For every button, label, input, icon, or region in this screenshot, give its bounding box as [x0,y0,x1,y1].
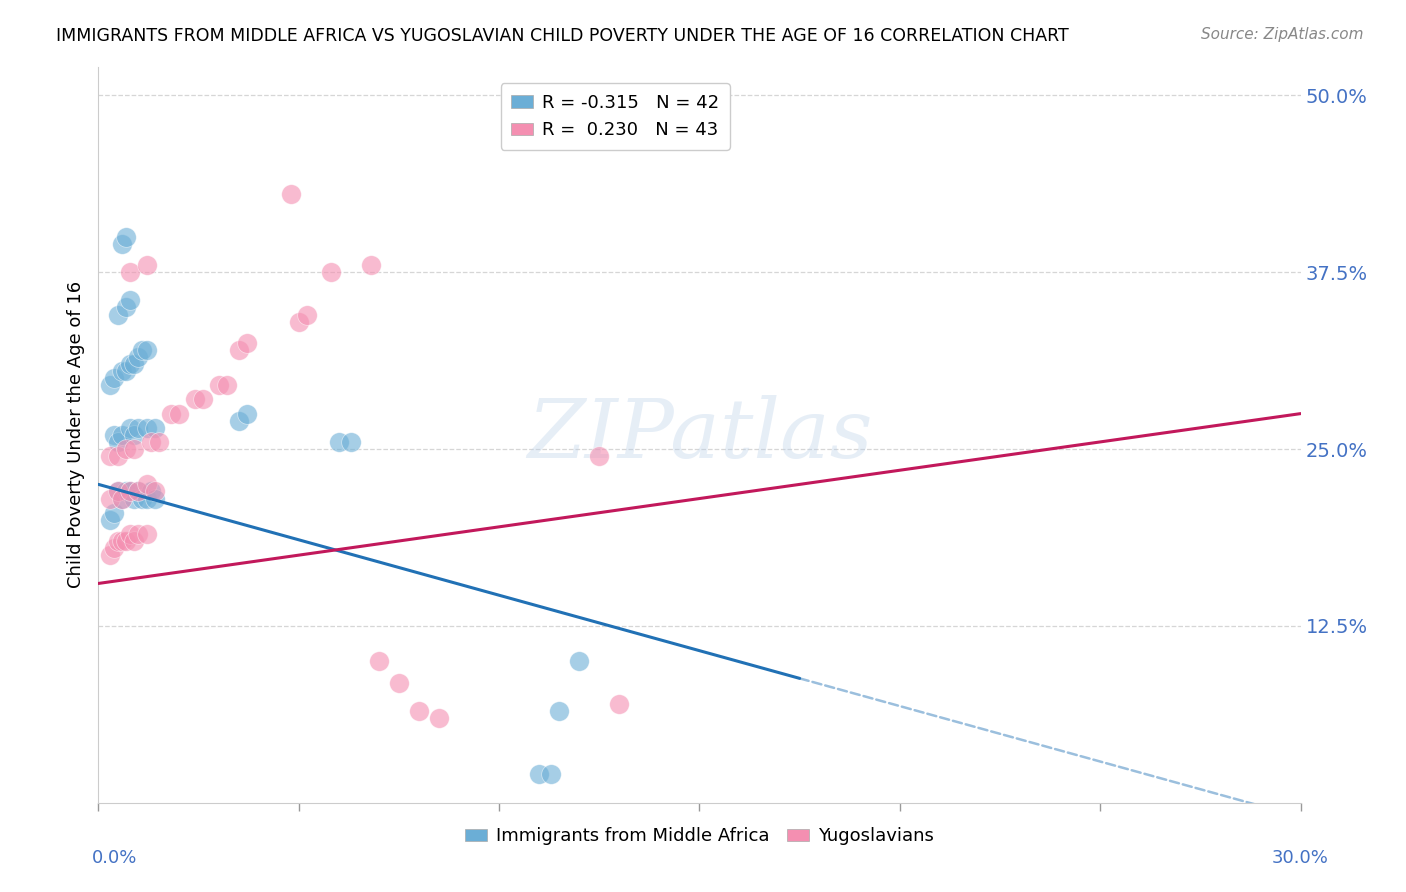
Point [143,491,166,506]
Point [139,434,162,449]
Point [115,484,138,499]
Point [228,414,250,428]
Point [208,378,231,392]
Point [115,229,138,244]
Point [388,675,411,690]
Point [111,491,134,506]
Point [588,449,610,463]
Point [135,527,157,541]
Point [131,491,153,506]
Text: IMMIGRANTS FROM MIDDLE AFRICA VS YUGOSLAVIAN CHILD POVERTY UNDER THE AGE OF 16 C: IMMIGRANTS FROM MIDDLE AFRICA VS YUGOSLA… [56,27,1069,45]
Point [124,533,146,548]
Point [368,654,391,668]
Text: 0.0%: 0.0% [91,849,136,867]
Point [111,236,134,251]
Point [235,407,257,421]
Text: Source: ZipAtlas.com: Source: ZipAtlas.com [1201,27,1364,42]
Point [540,767,562,781]
Point [120,421,142,435]
Point [103,427,125,442]
Point [167,407,190,421]
Point [100,513,122,527]
Point [120,527,142,541]
Point [128,421,150,435]
Point [235,335,257,350]
Point [124,491,146,506]
Point [103,371,125,385]
Point [529,767,551,781]
Point [135,477,157,491]
Text: 30.0%: 30.0% [1272,849,1329,867]
Point [115,533,138,548]
Point [120,484,142,499]
Point [548,704,571,718]
Point [288,315,311,329]
Text: ZIPatlas: ZIPatlas [527,395,872,475]
Point [609,697,631,711]
Point [319,265,342,279]
Point [111,533,134,548]
Point [228,343,250,357]
Point [135,491,157,506]
Point [100,491,122,506]
Point [107,484,129,499]
Point [115,442,138,456]
Point [120,357,142,371]
Point [128,527,150,541]
Point [328,434,350,449]
Point [100,378,122,392]
Point [111,427,134,442]
Point [111,364,134,378]
Point [107,533,129,548]
Point [103,506,125,520]
Point [568,654,591,668]
Point [120,484,142,499]
Point [215,378,238,392]
Point [128,484,150,499]
Point [124,427,146,442]
Point [107,449,129,463]
Point [295,308,318,322]
Point [111,491,134,506]
Point [100,548,122,562]
Point [100,449,122,463]
Point [107,484,129,499]
Legend: Immigrants from Middle Africa, Yugoslavians: Immigrants from Middle Africa, Yugoslavi… [458,821,941,853]
Point [159,407,181,421]
Point [107,308,129,322]
Point [191,392,214,407]
Point [120,265,142,279]
Point [135,421,157,435]
Point [183,392,205,407]
Point [139,484,162,499]
Point [124,357,146,371]
Point [103,541,125,555]
Point [408,704,430,718]
Point [128,350,150,364]
Point [143,421,166,435]
Point [128,484,150,499]
Point [135,258,157,272]
Point [360,258,382,272]
Point [124,442,146,456]
Point [340,434,363,449]
Point [120,293,142,308]
Point [135,343,157,357]
Point [427,711,450,725]
Point [107,434,129,449]
Y-axis label: Child Poverty Under the Age of 16: Child Poverty Under the Age of 16 [66,281,84,589]
Point [131,343,153,357]
Point [115,301,138,315]
Point [280,187,302,202]
Point [148,434,170,449]
Point [143,484,166,499]
Point [115,364,138,378]
